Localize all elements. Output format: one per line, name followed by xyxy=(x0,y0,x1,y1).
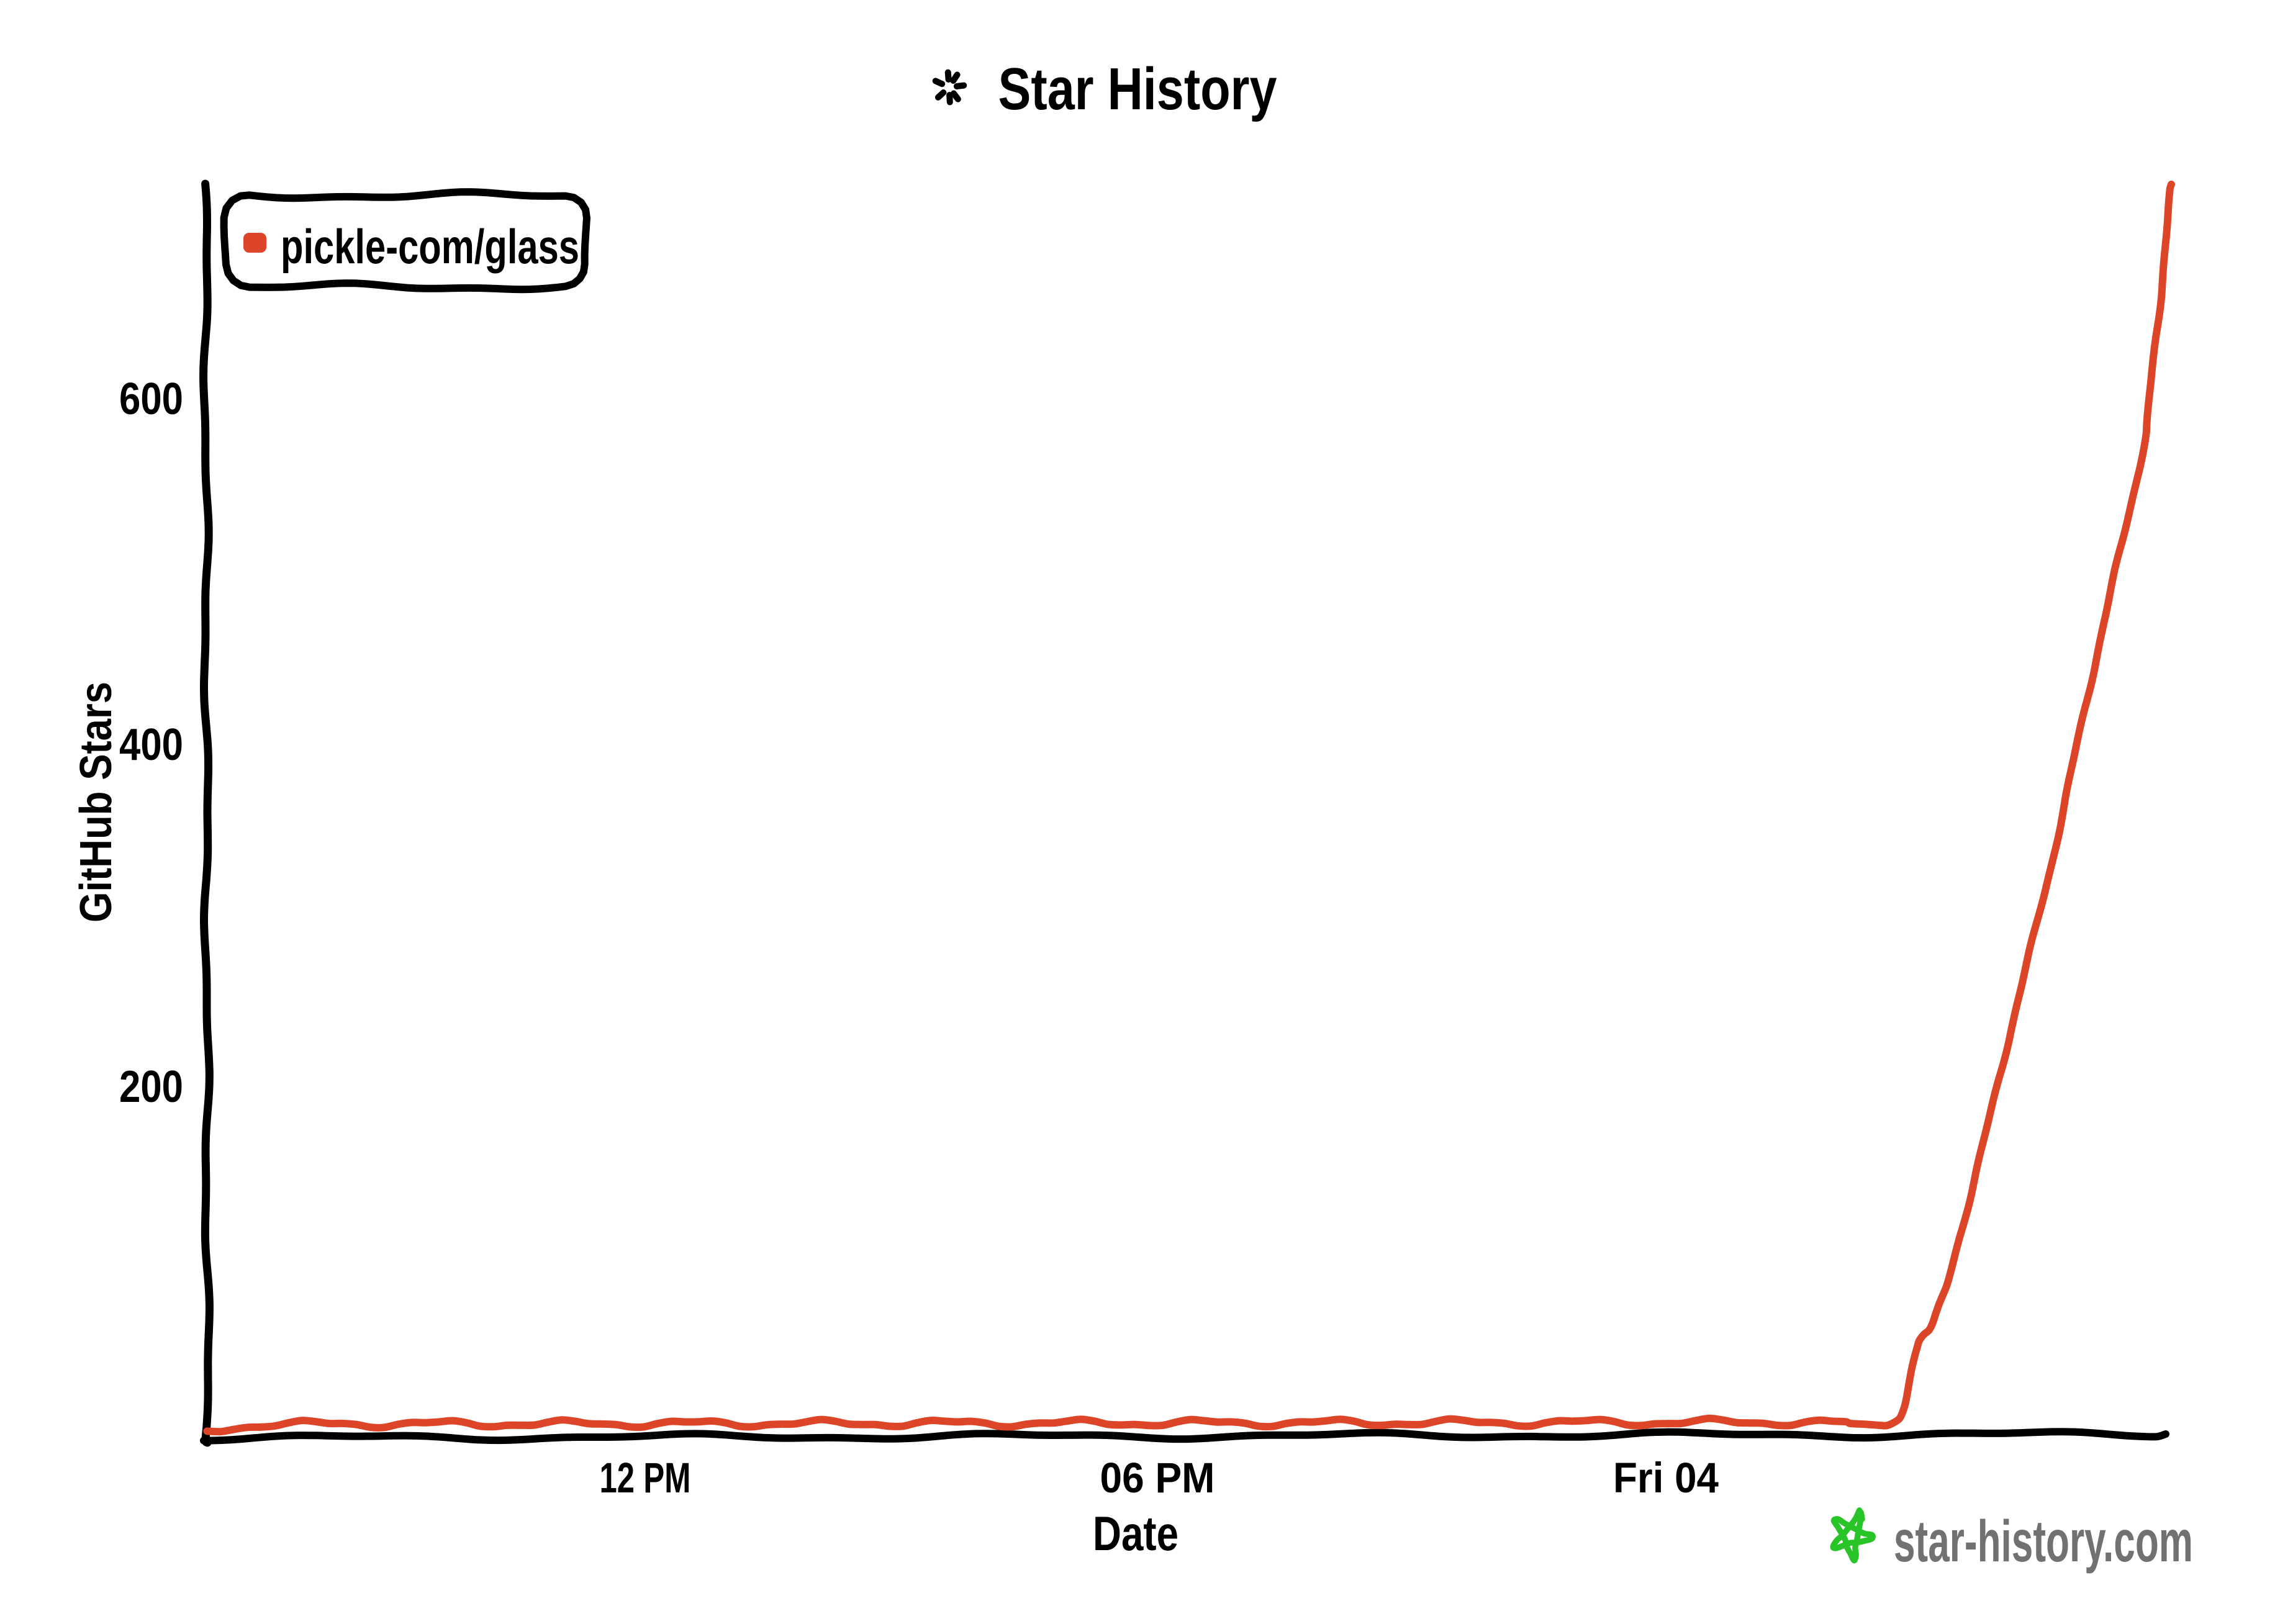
svg-text:pickle-com/glass: pickle-com/glass xyxy=(281,219,579,274)
svg-text:Date: Date xyxy=(1093,1506,1178,1561)
svg-text:600: 600 xyxy=(119,374,183,424)
svg-text:400: 400 xyxy=(119,720,183,770)
svg-text:GitHub Stars: GitHub Stars xyxy=(71,682,121,923)
svg-text:200: 200 xyxy=(119,1062,183,1112)
svg-text:06 PM: 06 PM xyxy=(1100,1454,1215,1502)
svg-text:star-history.com: star-history.com xyxy=(1894,1509,2193,1574)
svg-text:12 PM: 12 PM xyxy=(600,1454,691,1502)
svg-text:Fri 04: Fri 04 xyxy=(1613,1454,1719,1502)
svg-text:Star History: Star History xyxy=(998,56,1277,122)
